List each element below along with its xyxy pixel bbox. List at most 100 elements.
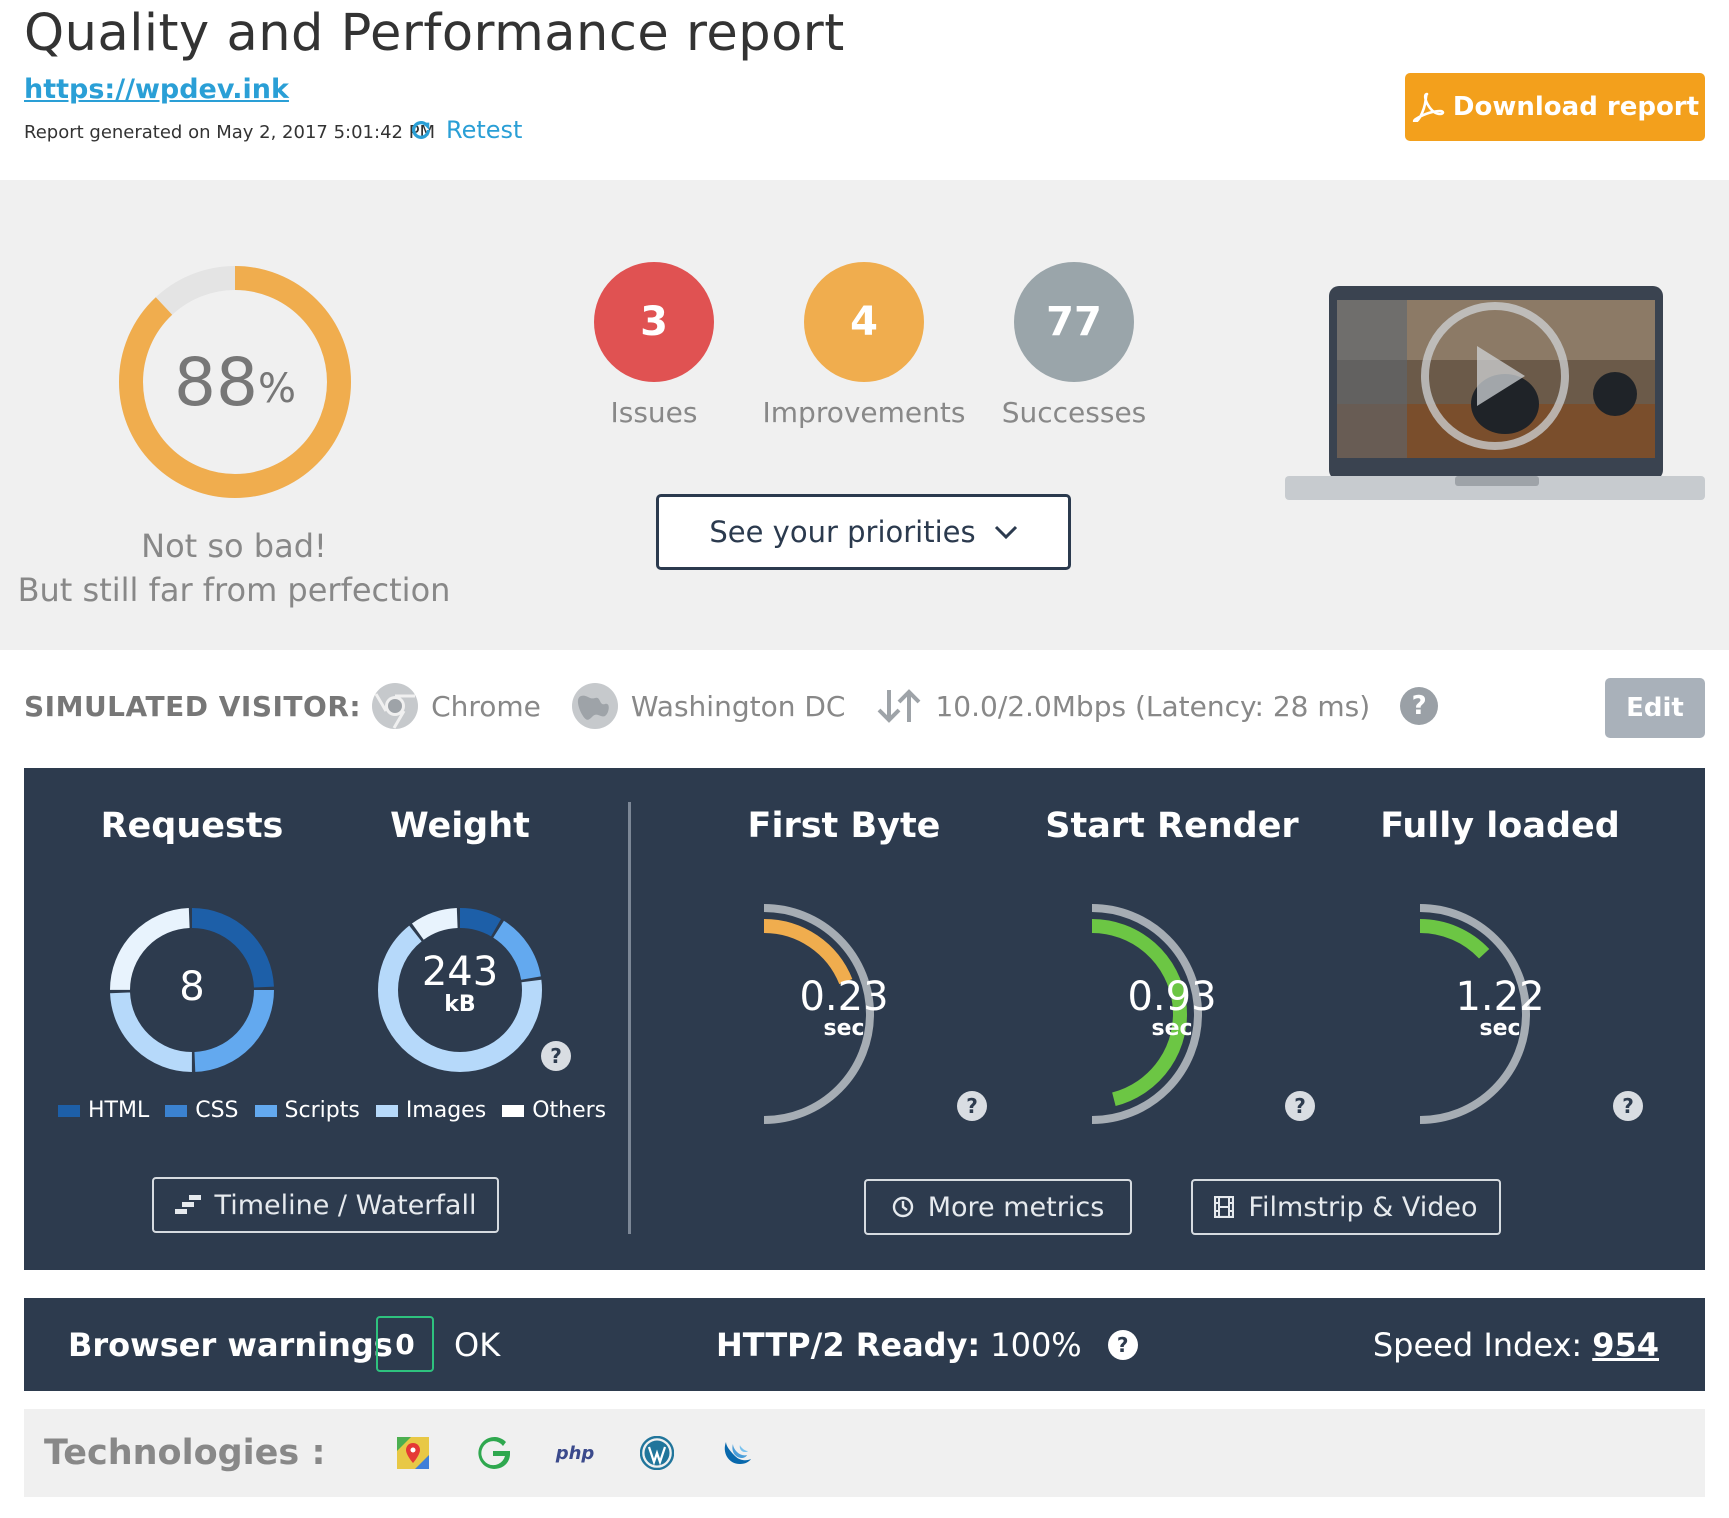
fully-loaded-title: Fully loaded: [1380, 806, 1620, 846]
edit-visitor-button[interactable]: Edit: [1605, 678, 1705, 738]
connection-speed: 10.0/2.0Mbps (Latency: 28 ms): [935, 689, 1371, 723]
fully-loaded-value-block: 1.22 sec: [1400, 974, 1600, 1041]
wordpress-icon[interactable]: [640, 1436, 674, 1470]
http2-label: HTTP/2 Ready:: [716, 1325, 981, 1364]
gtmetrix-g-icon[interactable]: [476, 1436, 510, 1470]
technologies-icons: php: [396, 1409, 754, 1497]
requests-title: Requests: [100, 806, 284, 846]
issues-label: Issues: [610, 396, 698, 429]
first-byte-value-block: 0.23 sec: [744, 974, 944, 1041]
browser-warnings-status: OK: [454, 1325, 501, 1364]
http2-value: 100%: [990, 1325, 1082, 1364]
download-report-button[interactable]: Download report: [1405, 73, 1705, 141]
download-report-label: Download report: [1452, 92, 1700, 122]
successes-counter[interactable]: 77: [1014, 262, 1134, 382]
weight-value-block: 243 kB: [370, 950, 550, 1016]
visitor-help-icon[interactable]: ?: [1400, 687, 1439, 725]
browser-warnings-count[interactable]: 0: [376, 1316, 434, 1372]
legend-html: HTML: [58, 1098, 149, 1123]
fully-loaded-gauge: [1419, 904, 1530, 1124]
php-icon-text: php: [555, 1442, 595, 1464]
first-byte-help-icon[interactable]: ?: [957, 1091, 987, 1121]
requests-value: 8: [179, 964, 205, 1010]
more-metrics-label: More metrics: [927, 1191, 1105, 1223]
legend-others-label: Others: [532, 1098, 607, 1123]
first-byte-unit: sec: [823, 1016, 865, 1041]
fully-loaded-unit: sec: [1479, 1016, 1521, 1041]
gauge-track: [1419, 904, 1530, 1124]
retest-link[interactable]: Retest: [410, 116, 522, 144]
clock-icon: [892, 1196, 913, 1218]
video-thumbnail[interactable]: [1285, 284, 1705, 504]
weight-unit: kB: [444, 992, 476, 1017]
report-generated-text: Report generated on May 2, 2017 5:01:42 …: [24, 122, 436, 143]
start-render-value-block: 0.93 sec: [1072, 974, 1272, 1041]
improvements-label: Improvements: [762, 396, 966, 429]
fully-loaded-help-icon[interactable]: ?: [1613, 1091, 1643, 1121]
legend-images-swatch: [375, 1104, 398, 1117]
verdict-text: Not so bad! But still far from perfectio…: [0, 524, 468, 612]
browser-warnings-bar: Browser warnings 0 OK HTTP/2 Ready: 100%…: [24, 1298, 1705, 1391]
see-priorities-button[interactable]: See your priorities: [656, 494, 1071, 570]
gauge-track: [1091, 904, 1202, 1124]
http2-ready: HTTP/2 Ready: 100% ?: [716, 1298, 1138, 1391]
filmstrip-video-button[interactable]: Filmstrip & Video: [1191, 1179, 1501, 1235]
speed-index-value[interactable]: 954: [1592, 1325, 1659, 1364]
score-ring: [119, 266, 351, 498]
legend-scripts-label: Scripts: [284, 1098, 360, 1123]
weight-help-icon[interactable]: ?: [541, 1041, 571, 1071]
page-title: Quality and Performance report: [24, 4, 845, 63]
php-icon[interactable]: php: [555, 1436, 595, 1470]
see-priorities-label: See your priorities: [709, 515, 976, 549]
legend-images-label: Images: [405, 1098, 487, 1123]
legend-css-swatch: [165, 1104, 188, 1117]
more-metrics-button[interactable]: More metrics: [864, 1179, 1132, 1235]
gauge-track: [763, 904, 874, 1124]
first-byte-value: 0.23: [799, 974, 889, 1020]
play-icon: [1477, 346, 1525, 406]
improvements-counter[interactable]: 4: [804, 262, 924, 382]
chrome-icon: [372, 683, 419, 729]
metrics-divider: [628, 802, 631, 1234]
score-unit: %: [257, 366, 296, 412]
score-value: 88 %: [115, 262, 355, 502]
start-render-help-icon[interactable]: ?: [1285, 1091, 1315, 1121]
fully-loaded-value: 1.22: [1455, 974, 1545, 1020]
weight-title: Weight: [390, 806, 530, 846]
connection-info: 10.0/2.0Mbps (Latency: 28 ms): [875, 688, 1370, 724]
pdf-icon: [1412, 92, 1445, 122]
simulated-visitor-row: SIMULATED VISITOR: Chrome Washington DC …: [24, 682, 1439, 730]
browser-name: Chrome: [431, 689, 541, 723]
legend-css-label: CSS: [195, 1098, 239, 1123]
resource-legend: HTML CSS Scripts Images Others: [58, 1098, 606, 1123]
location-name: Washington DC: [630, 689, 846, 723]
weight-value: 243: [421, 949, 499, 995]
film-icon: [1214, 1196, 1235, 1218]
legend-scripts-swatch: [254, 1104, 277, 1117]
gauge-progress: [1419, 919, 1490, 959]
verdict-line-1: Not so bad!: [141, 527, 327, 565]
timeline-waterfall-label: Timeline / Waterfall: [214, 1189, 477, 1221]
legend-others: Others: [502, 1098, 606, 1123]
legend-html-label: HTML: [88, 1098, 150, 1123]
legend-css: CSS: [165, 1098, 239, 1123]
up-down-arrows-icon: [878, 689, 921, 723]
speed-index: Speed Index: 954: [1373, 1298, 1659, 1391]
jquery-icon[interactable]: [720, 1436, 754, 1470]
start-render-unit: sec: [1151, 1016, 1193, 1041]
site-url-link[interactable]: https://wpdev.ink: [24, 74, 289, 105]
globe-icon: [571, 683, 618, 729]
browser-warnings-label: Browser warnings: [68, 1325, 393, 1364]
gauge-progress: [763, 919, 853, 985]
issues-counter[interactable]: 3: [594, 262, 714, 382]
first-byte-title: First Byte: [747, 806, 941, 846]
requests-segment-html: [110, 908, 274, 1072]
weight-segment-images: [378, 908, 542, 1072]
browser-info: Chrome: [371, 682, 541, 730]
legend-html-swatch: [58, 1104, 80, 1117]
verdict-line-2: But still far from perfection: [17, 571, 451, 609]
timeline-waterfall-button[interactable]: Timeline / Waterfall: [152, 1177, 499, 1233]
first-byte-gauge: [763, 904, 874, 1124]
http2-help-icon[interactable]: ?: [1107, 1329, 1138, 1360]
google-maps-icon[interactable]: [396, 1436, 430, 1470]
